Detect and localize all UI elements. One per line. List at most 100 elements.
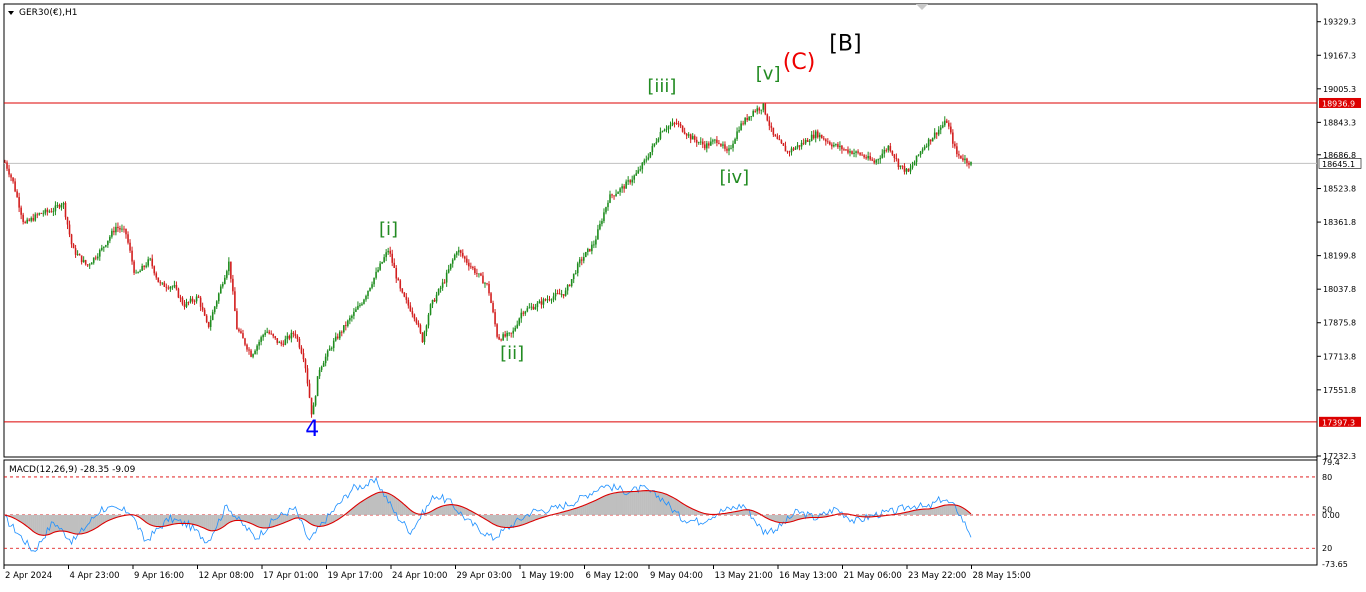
candle-body: [179, 297, 182, 299]
candle-body: [603, 212, 605, 222]
candle-body: [800, 142, 803, 147]
candle-body: [8, 168, 10, 175]
candle-body: [766, 114, 769, 121]
time-tick-label-1: 4 Apr 23:00: [70, 571, 120, 581]
candle-body: [512, 330, 515, 334]
candle-body: [524, 311, 527, 314]
candle-body: [62, 202, 65, 205]
candle-body: [403, 292, 406, 297]
candle-body: [911, 165, 914, 168]
candle-body: [774, 134, 777, 137]
candle-body: [139, 270, 141, 273]
candle-body: [248, 349, 250, 351]
candle-body: [740, 123, 742, 131]
candle-body: [24, 221, 26, 223]
candle-body: [387, 250, 389, 253]
candle-body: [931, 137, 934, 142]
candle-body: [58, 205, 61, 208]
level-label-bg-1: [1319, 416, 1361, 427]
candle-body: [637, 170, 640, 174]
candle-body: [585, 252, 587, 258]
candle-body: [841, 145, 843, 150]
candle-body: [649, 152, 652, 158]
candle-body: [288, 335, 291, 339]
candle-body: [643, 160, 646, 163]
candle-body: [365, 295, 367, 300]
candle-body: [927, 139, 930, 147]
candle-body: [312, 405, 315, 415]
candle-body: [439, 287, 442, 290]
candle-body: [149, 258, 152, 260]
symbol-menu-icon[interactable]: [8, 11, 14, 15]
level-label-bg-0: [1319, 97, 1361, 108]
candle-body: [833, 144, 835, 147]
macd-title: MACD(12,26,9) -28.35 -9.09: [9, 465, 136, 475]
price-tick-label-9: 17875.8: [1323, 319, 1356, 328]
candle-body: [703, 144, 706, 149]
candle-body: [324, 356, 327, 364]
wave-label-4: [iv]: [719, 167, 749, 188]
candle-body: [260, 337, 262, 342]
candle-body: [863, 155, 865, 158]
candle-body: [111, 230, 113, 237]
candle-body: [639, 169, 642, 171]
candle-body: [334, 336, 337, 341]
level-label-1: 17397.3: [1322, 418, 1355, 427]
candle-body: [784, 145, 787, 152]
candle-body: [814, 131, 817, 139]
candle-body: [756, 108, 759, 112]
candle-body: [268, 331, 270, 334]
candle-body: [679, 124, 682, 126]
candle-body: [393, 262, 396, 268]
candle-body: [883, 149, 886, 154]
candle-body: [310, 397, 313, 415]
candle-body: [669, 125, 672, 127]
candle-body: [153, 266, 156, 274]
shift-marker-icon[interactable]: [916, 4, 928, 10]
candle-body: [421, 332, 424, 343]
candle-body: [635, 173, 638, 176]
candle-body: [332, 340, 335, 348]
candle-body: [141, 265, 143, 271]
candle-body: [42, 213, 45, 215]
candle-body: [103, 246, 105, 248]
candle-body: [145, 265, 147, 267]
candle-body: [617, 192, 619, 194]
candle-body: [246, 344, 248, 350]
candle-body: [490, 293, 492, 303]
candle-body: [68, 224, 71, 235]
candle-body: [778, 138, 781, 141]
candle-body: [855, 151, 857, 153]
candle-body: [10, 174, 12, 178]
candle-body: [457, 250, 460, 253]
candle-body: [500, 339, 502, 341]
candle-body: [417, 322, 420, 326]
candle-body: [556, 293, 559, 294]
candle-body: [572, 273, 575, 280]
candle-body: [589, 248, 591, 252]
candle-body: [544, 299, 547, 301]
candle-body: [941, 125, 944, 128]
candle-body: [326, 350, 329, 357]
candle-body: [750, 116, 752, 117]
candle-body: [673, 122, 676, 124]
time-tick-label-13: 21 May 06:00: [844, 571, 902, 581]
candle-body: [780, 140, 783, 144]
candle-body: [687, 134, 690, 136]
candle-body: [770, 125, 773, 128]
candle-body: [528, 307, 531, 309]
candle-body: [129, 242, 131, 251]
candle-body: [758, 108, 761, 111]
candle-body: [520, 312, 523, 319]
candle-body: [468, 262, 470, 267]
candle-body: [407, 299, 410, 306]
candle-body: [195, 296, 198, 302]
candle-body: [591, 244, 593, 252]
candle-body: [151, 258, 154, 267]
candle-body: [349, 317, 351, 321]
candle-body: [683, 131, 686, 134]
candle-body: [135, 272, 137, 274]
candle-body: [516, 324, 519, 328]
